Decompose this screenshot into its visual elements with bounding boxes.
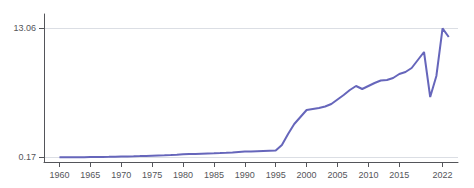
svg-text:2005: 2005 (327, 170, 347, 180)
svg-text:2022: 2022 (433, 170, 453, 180)
svg-text:1970: 1970 (111, 170, 131, 180)
svg-text:1985: 1985 (204, 170, 224, 180)
svg-text:1980: 1980 (173, 170, 193, 180)
svg-text:1965: 1965 (80, 170, 100, 180)
svg-text:2000: 2000 (297, 170, 317, 180)
svg-text:13.06: 13.06 (13, 23, 36, 33)
svg-text:1960: 1960 (49, 170, 69, 180)
svg-text:2010: 2010 (358, 170, 378, 180)
svg-text:1995: 1995 (266, 170, 286, 180)
svg-text:2015: 2015 (389, 170, 409, 180)
svg-text:0.17: 0.17 (18, 152, 36, 162)
svg-text:1990: 1990 (235, 170, 255, 180)
svg-text:1975: 1975 (142, 170, 162, 180)
